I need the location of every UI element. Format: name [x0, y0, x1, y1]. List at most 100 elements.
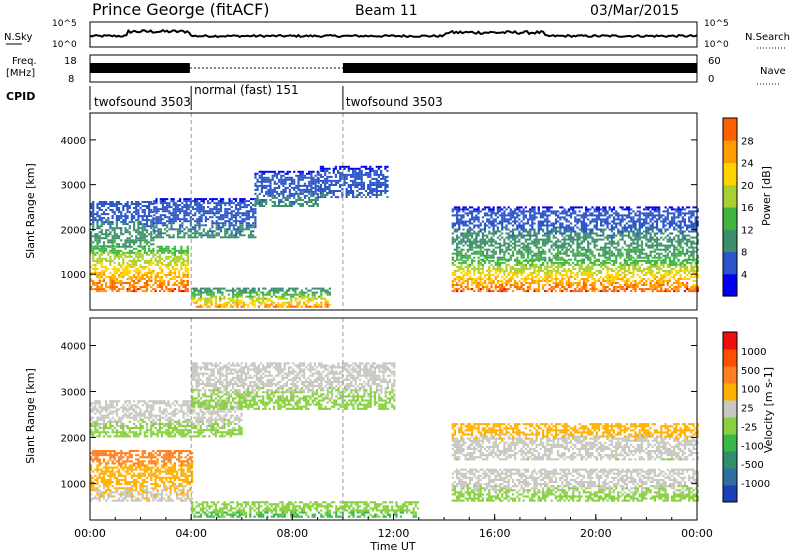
data-cell: [578, 263, 581, 266]
data-cell: [655, 280, 659, 282]
data-cell: [234, 299, 237, 302]
data-cell: [486, 256, 489, 259]
data-cell: [501, 226, 504, 229]
data-cell: [651, 274, 654, 276]
data-cell: [256, 201, 259, 203]
data-cell: [228, 198, 231, 201]
data-cell: [150, 257, 153, 260]
data-cell: [585, 290, 588, 293]
data-cell: [501, 286, 504, 288]
data-cell: [100, 219, 103, 222]
data-cell: [559, 261, 562, 264]
data-cell: [511, 267, 515, 270]
data-cell: [181, 224, 184, 227]
data-cell: [477, 256, 480, 259]
data-cell: [563, 286, 566, 288]
data-cell: [264, 301, 267, 304]
data-cell: [130, 290, 133, 293]
data-cell: [456, 236, 459, 239]
data-cell: [373, 177, 376, 180]
data-cell: [254, 212, 257, 215]
data-cell: [187, 220, 190, 223]
data-cell: [194, 228, 197, 231]
data-cell: [324, 196, 327, 199]
data-cell: [158, 280, 161, 282]
data-cell: [324, 291, 327, 294]
data-cell: [100, 213, 103, 216]
data-cell: [252, 230, 255, 233]
data-cell: [483, 259, 487, 262]
data-cell: [186, 288, 189, 291]
data-cell: [458, 254, 461, 257]
data-cell: [109, 231, 112, 234]
data-cell: [580, 288, 583, 291]
data-cell: [557, 258, 560, 261]
data-cell: [150, 225, 153, 228]
data-cell: [234, 232, 238, 235]
data-cell: [165, 286, 168, 288]
data-cell: [662, 284, 665, 286]
data-cell: [128, 282, 131, 284]
data-cell: [354, 184, 357, 186]
data-cell: [550, 271, 553, 274]
data-cell: [488, 276, 491, 278]
data-cell: [509, 254, 512, 257]
data-cell: [544, 267, 547, 270]
data-cell: [299, 176, 302, 179]
data-cell: [143, 205, 146, 207]
data-cell: [98, 282, 101, 284]
data-cell: [180, 249, 183, 252]
data-cell: [176, 267, 179, 270]
data-cell: [184, 276, 187, 278]
data-cell: [529, 259, 532, 262]
data-cell: [194, 234, 197, 237]
data-cell: [299, 188, 302, 191]
data-cell: [479, 228, 482, 231]
data-cell: [670, 288, 674, 291]
data-cell: [354, 175, 357, 178]
data-cell: [159, 218, 162, 221]
data-cell: [179, 212, 182, 215]
data-cell: [546, 230, 549, 233]
data-cell: [505, 250, 508, 253]
data-cell: [211, 226, 214, 229]
data-cell: [252, 212, 255, 215]
data-cell: [557, 216, 560, 219]
data-cell: [653, 284, 656, 286]
data-cell: [120, 265, 123, 268]
data-cell: [239, 208, 242, 211]
data-cell: [241, 200, 244, 203]
data-cell: [111, 251, 114, 254]
data-cell: [161, 232, 164, 235]
data-cell: [490, 212, 493, 215]
data-cell: [664, 274, 667, 276]
data-cell: [105, 231, 108, 234]
data-cell: [180, 251, 183, 254]
data-cell: [505, 265, 508, 268]
data-cell: [241, 206, 244, 209]
data-cell: [486, 254, 489, 257]
data-cell: [156, 263, 159, 266]
data-cell: [245, 204, 248, 207]
data-cell: [113, 261, 116, 264]
data-cell: [321, 194, 325, 196]
data-cell: [458, 222, 461, 225]
data-cell: [522, 290, 525, 293]
data-cell: [211, 200, 214, 203]
data-cell: [539, 228, 542, 231]
data-cell: [492, 250, 495, 253]
data-cell: [219, 305, 222, 308]
data-cell: [217, 210, 220, 213]
data-cell: [167, 274, 170, 276]
data-cell: [466, 248, 469, 251]
data-cell: [143, 223, 146, 226]
data-cell: [324, 184, 327, 186]
data-cell: [194, 214, 197, 217]
data-cell: [358, 194, 361, 196]
data-cell: [576, 286, 579, 288]
data-cell: [120, 263, 123, 266]
data-cell: [230, 224, 233, 227]
data-cell: [153, 218, 156, 221]
data-cell: [298, 303, 301, 306]
data-cell: [236, 305, 239, 308]
